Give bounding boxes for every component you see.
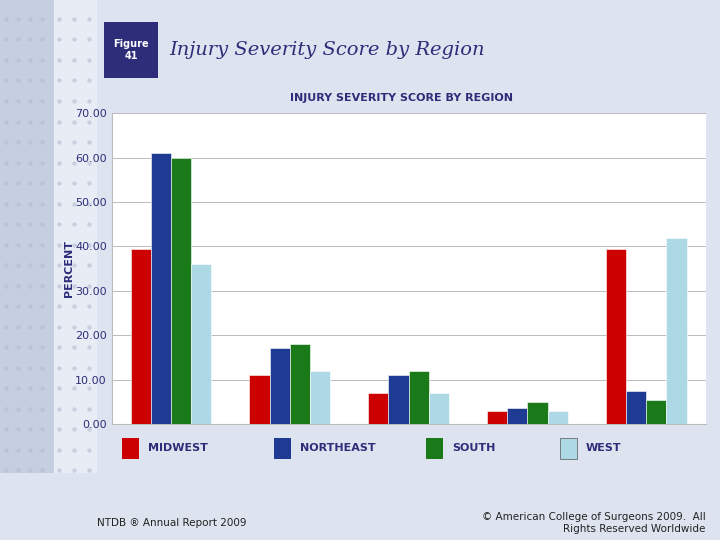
Bar xyxy=(249,375,269,424)
Bar xyxy=(487,410,507,424)
Bar xyxy=(626,390,647,424)
Text: WEST: WEST xyxy=(586,443,621,453)
Bar xyxy=(310,370,330,424)
Text: NTDB ® Annual Report 2009: NTDB ® Annual Report 2009 xyxy=(97,518,247,528)
Text: Injury Severity Score by Region: Injury Severity Score by Region xyxy=(169,41,485,59)
Bar xyxy=(647,400,667,424)
X-axis label: INJURY SEVERITY SCORE: INJURY SEVERITY SCORE xyxy=(328,450,490,463)
Bar xyxy=(130,249,150,424)
Text: Figure
41: Figure 41 xyxy=(114,39,149,61)
Bar xyxy=(548,410,568,424)
Text: SOUTH: SOUTH xyxy=(452,443,495,453)
Text: MIDWEST: MIDWEST xyxy=(148,443,207,453)
Bar xyxy=(426,438,443,459)
Bar xyxy=(368,393,388,424)
Bar xyxy=(150,153,171,424)
Bar xyxy=(528,402,548,424)
Bar xyxy=(171,158,192,424)
Bar xyxy=(274,438,291,459)
Text: NORTHEAST: NORTHEAST xyxy=(300,443,375,453)
Bar xyxy=(606,249,626,424)
Bar xyxy=(122,438,138,459)
Text: © American College of Surgeons 2009.  All
Rights Reserved Worldwide: © American College of Surgeons 2009. All… xyxy=(482,512,706,534)
Bar xyxy=(507,408,528,424)
Text: INJURY SEVERITY SCORE BY REGION: INJURY SEVERITY SCORE BY REGION xyxy=(290,93,513,103)
Bar xyxy=(667,238,687,424)
Bar xyxy=(409,370,429,424)
Bar xyxy=(388,375,409,424)
Bar xyxy=(269,348,289,424)
Bar xyxy=(429,393,449,424)
Bar xyxy=(559,438,577,459)
Bar xyxy=(192,264,212,424)
Y-axis label: PERCENT: PERCENT xyxy=(64,240,74,297)
Bar xyxy=(289,344,310,424)
